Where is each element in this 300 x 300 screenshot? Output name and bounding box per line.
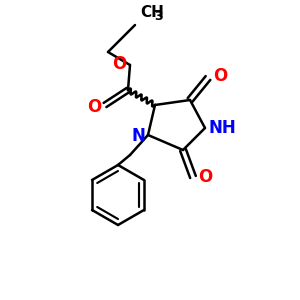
Text: NH: NH <box>209 119 237 137</box>
Text: 3: 3 <box>154 10 163 23</box>
Text: O: O <box>213 67 227 85</box>
Text: N: N <box>131 127 145 145</box>
Text: O: O <box>198 168 212 186</box>
Text: O: O <box>87 98 101 116</box>
Text: CH: CH <box>140 5 164 20</box>
Text: O: O <box>112 55 126 73</box>
